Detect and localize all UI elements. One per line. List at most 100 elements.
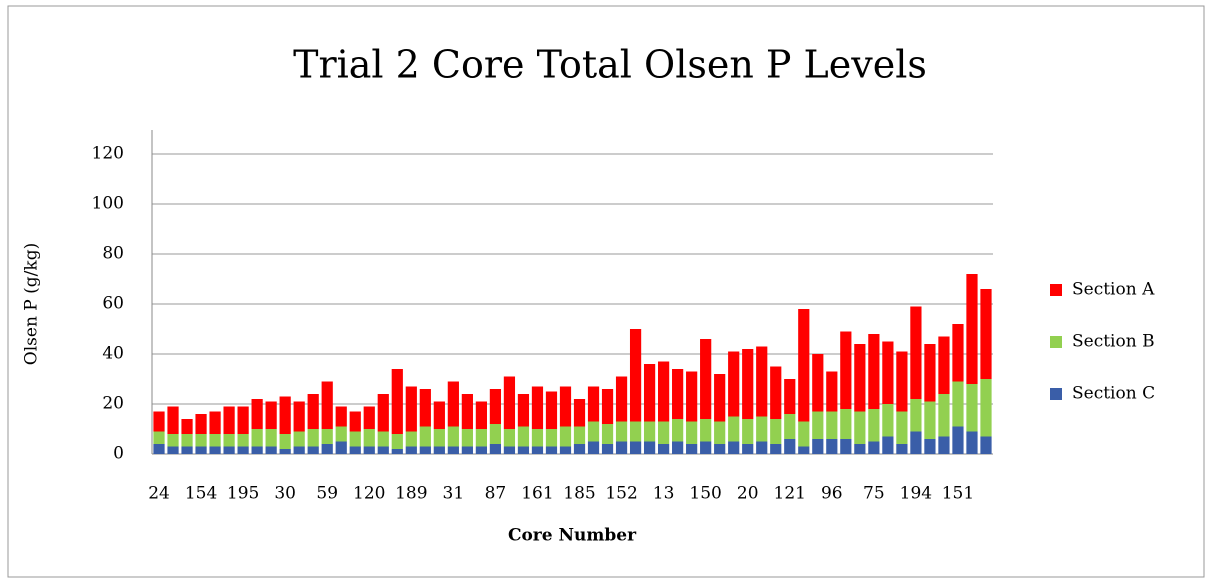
x-tick-label: 152 (605, 484, 637, 504)
bar-segment (195, 446, 207, 454)
bar-segment (167, 406, 179, 434)
bar-segment (265, 401, 277, 429)
bar-segment (686, 444, 698, 454)
bar-segment (251, 429, 263, 447)
bar-segment (770, 419, 782, 444)
bar-segment (321, 381, 333, 429)
y-tick-label: 80 (102, 244, 124, 264)
bar-segment (672, 419, 684, 442)
bar-segment (209, 411, 221, 434)
bar-segment (293, 446, 305, 454)
bar-segment (910, 399, 922, 432)
bar-segment (489, 389, 502, 424)
y-tick-label: 40 (102, 344, 124, 364)
bar-segment (265, 446, 277, 454)
bar-segment (714, 421, 726, 444)
bar-segment (658, 444, 670, 454)
bar-segment (195, 414, 207, 434)
bar-segment (391, 369, 403, 434)
x-tick-label: 120 (353, 484, 385, 504)
bar-segment (279, 396, 291, 434)
bar-segment (335, 441, 347, 454)
bar-segment (826, 439, 838, 454)
y-tick-label: 60 (102, 294, 124, 314)
bar-segment (672, 441, 684, 454)
bar-segment (153, 444, 165, 454)
x-axis-title: Core Number (508, 526, 637, 546)
bar-segment (658, 421, 670, 444)
bar-segment (489, 424, 502, 444)
bar-segment (980, 436, 992, 454)
x-tick-label: 151 (942, 484, 974, 504)
bar-segment (447, 446, 459, 454)
bar-segment (700, 339, 712, 419)
bar-segment (307, 429, 319, 447)
bar-segment (153, 431, 165, 444)
x-tick-label: 13 (653, 484, 675, 504)
bar-segment (363, 429, 375, 447)
bar-segment (503, 446, 516, 454)
chart-border (7, 5, 1205, 578)
bar-segment (784, 439, 796, 454)
bar-segment (237, 406, 249, 434)
bar-segment (742, 419, 754, 444)
bar-segment (335, 406, 347, 427)
x-tick-label: 96 (821, 484, 843, 504)
bar-segment (910, 431, 922, 454)
bar-segment (377, 394, 389, 432)
bar-segment (924, 401, 936, 439)
bar-segment (433, 446, 445, 454)
bar-segment (924, 344, 936, 402)
legend-swatch (1050, 388, 1062, 400)
bar-segment (966, 431, 978, 454)
bar-segment (209, 434, 221, 447)
x-tick-label: 154 (185, 484, 217, 504)
bar-segment (363, 446, 375, 454)
bar-segment (195, 434, 207, 447)
bar-segment (868, 334, 880, 409)
bar-segment (826, 411, 838, 439)
bar-segment (503, 429, 516, 447)
bar-segment (461, 446, 473, 454)
bar-segment (882, 341, 894, 404)
x-tick-label: 75 (863, 484, 885, 504)
bar-segment (601, 424, 614, 444)
bar-segment (419, 446, 431, 454)
bar-segment (615, 421, 628, 442)
bar-segment (812, 439, 824, 454)
bar-segment (924, 439, 936, 454)
bar-segment (601, 444, 614, 454)
bar-segment (812, 411, 824, 439)
bar-segment (938, 394, 950, 437)
bar-segment (742, 444, 754, 454)
bar-segment (840, 439, 852, 454)
x-tick-label: 194 (900, 484, 932, 504)
bar-segment (896, 411, 908, 444)
bar-segment (798, 421, 810, 447)
bar-segment (686, 371, 698, 422)
bar-segment (377, 431, 389, 447)
bar-segment (419, 426, 431, 447)
bar-segment (854, 444, 866, 454)
x-tick-label: 59 (316, 484, 338, 504)
x-tick-label: 30 (274, 484, 296, 504)
bar-segment (531, 386, 544, 429)
bar-segment (265, 429, 277, 447)
bar-segment (742, 349, 754, 419)
bar-segment (966, 384, 978, 432)
bar-segment (167, 434, 179, 447)
bar-segment (643, 441, 656, 454)
bar-segment (854, 344, 866, 412)
x-tick-label: 20 (737, 484, 759, 504)
bar-segment (573, 426, 586, 444)
bar-segment (587, 421, 600, 442)
bar-segment (209, 446, 221, 454)
x-tick-label: 87 (485, 484, 507, 504)
bar-segment (531, 429, 544, 447)
bar-segment (714, 444, 726, 454)
x-tick-label: 31 (443, 484, 465, 504)
bar-segment (700, 441, 712, 454)
bar-segment (433, 429, 445, 447)
bar-segment (279, 434, 291, 449)
